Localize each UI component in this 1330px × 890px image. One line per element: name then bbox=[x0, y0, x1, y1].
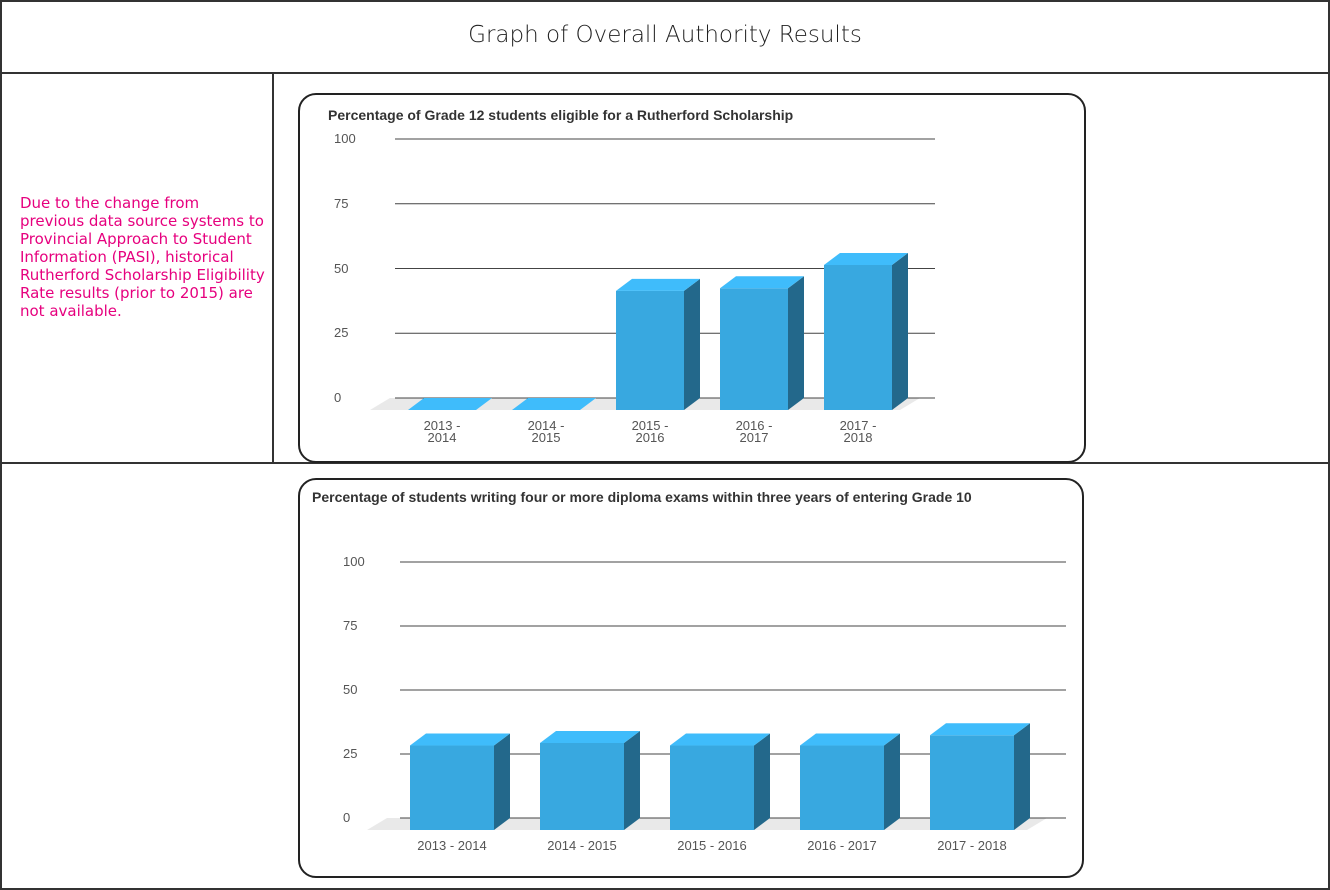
bar-side bbox=[624, 730, 640, 830]
y-tick-label: 25 bbox=[334, 325, 349, 341]
bar-top bbox=[512, 398, 596, 410]
bar-side bbox=[684, 278, 700, 410]
bar-top bbox=[670, 733, 770, 746]
bar bbox=[824, 252, 908, 410]
x-tick-label: 2016 - 2017 bbox=[735, 418, 773, 445]
bar-top bbox=[800, 733, 900, 746]
bar-top bbox=[824, 252, 908, 265]
row-divider bbox=[2, 462, 1328, 464]
chart-title: Percentage of students writing four or m… bbox=[312, 489, 972, 505]
chart-title: Percentage of Grade 12 students eligible… bbox=[328, 107, 794, 123]
bar-top bbox=[408, 398, 492, 410]
bar-top bbox=[930, 723, 1030, 736]
bar-front bbox=[800, 745, 884, 830]
x-tick-label: 2016 - 2017 bbox=[807, 838, 877, 853]
x-tick-label: 2013 - 2014 bbox=[417, 838, 487, 853]
bar bbox=[720, 276, 804, 410]
bar-top bbox=[720, 276, 804, 289]
bar bbox=[410, 733, 510, 830]
bar-side bbox=[892, 252, 908, 410]
x-tick-label: 2014 - 2015 bbox=[547, 838, 617, 853]
bar-side bbox=[884, 733, 900, 830]
bar bbox=[616, 278, 700, 410]
bar-front bbox=[616, 290, 684, 410]
bar-side bbox=[754, 733, 770, 830]
y-tick-label: 50 bbox=[343, 682, 358, 697]
y-tick-label: 75 bbox=[343, 618, 358, 633]
y-tick-label: 0 bbox=[343, 810, 351, 825]
y-tick-label: 25 bbox=[343, 746, 358, 761]
y-tick-label: 100 bbox=[334, 131, 356, 146]
y-tick-label: 100 bbox=[343, 554, 365, 569]
x-tick-label: 2017 - 2018 bbox=[937, 838, 1007, 853]
x-tick-label: 2013 - 2014 bbox=[423, 418, 461, 445]
y-tick-label: 75 bbox=[334, 195, 349, 211]
bar-front bbox=[720, 288, 788, 410]
bar bbox=[512, 398, 596, 410]
bar-side bbox=[1014, 723, 1030, 830]
chart-frame bbox=[298, 478, 1084, 878]
bar-side bbox=[494, 733, 510, 830]
x-tick-label: 2015 - 2016 bbox=[631, 418, 669, 445]
bar-side bbox=[788, 276, 804, 410]
bar bbox=[800, 733, 900, 830]
y-tick-label: 0 bbox=[334, 390, 342, 405]
x-tick-label: 2017 - 2018 bbox=[839, 418, 877, 445]
bar-front bbox=[670, 745, 754, 830]
x-tick-label: 2015 - 2016 bbox=[677, 838, 747, 853]
page-title: Graph of Overall Authority Results bbox=[468, 22, 862, 48]
bar-top bbox=[540, 730, 640, 743]
x-tick-label: 2014 - 2015 bbox=[527, 418, 565, 445]
bar bbox=[408, 398, 492, 410]
bar bbox=[540, 730, 640, 830]
bar bbox=[930, 723, 1030, 830]
row-divider bbox=[2, 72, 1328, 74]
bar-front bbox=[824, 264, 892, 410]
bar-top bbox=[616, 278, 700, 291]
bar-top bbox=[410, 733, 510, 746]
bar-front bbox=[540, 742, 624, 830]
note: Due to the change from previous data sou… bbox=[20, 194, 265, 320]
column-divider bbox=[272, 72, 274, 462]
y-tick-label: 50 bbox=[334, 260, 349, 276]
chart-frame bbox=[298, 93, 1086, 463]
bar bbox=[670, 733, 770, 830]
bar-front bbox=[410, 745, 494, 830]
bar-front bbox=[930, 735, 1014, 830]
